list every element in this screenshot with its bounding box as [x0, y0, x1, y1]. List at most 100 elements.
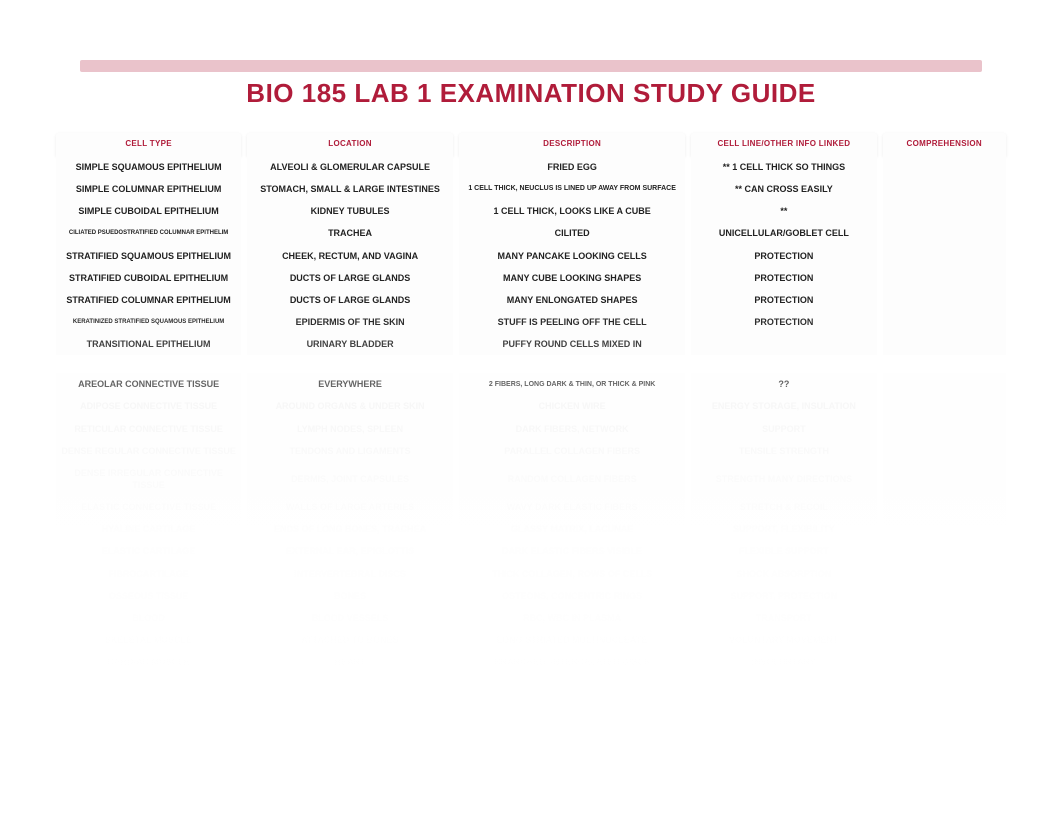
cell: CHICKEN WIRE — [459, 395, 685, 417]
cell — [247, 355, 453, 373]
cell: SPINDLE SHAPED, NO STRIATIONS — [459, 673, 685, 695]
table-row: DENSE REGULAR CONNECTIVE TISSUETENDONS A… — [56, 440, 1006, 462]
cell: STRETCH & RECOIL — [691, 496, 876, 518]
table-row: SIMPLE COLUMNAR EPITHELIUM STOMACH, SMALL… — [56, 178, 1006, 200]
cell: SHOCK ABSORPTION — [691, 563, 876, 585]
cell: 1 CELL THICK, LOOKS LIKE A CUBE — [459, 200, 685, 222]
table-row: FIBROCARTILAGEINTERVERTEBRAL DISCSTHICK … — [56, 563, 1006, 585]
cell: OSTEONS, CONCENTRIC RINGS — [459, 585, 685, 607]
cell: SUPPORT, PROTECTION — [691, 585, 876, 607]
cell: GLASSY MATRIX, LACUNAE — [459, 518, 685, 540]
cell: PARALLEL COLLAGEN FIBERS — [459, 440, 685, 462]
cell — [883, 518, 1007, 540]
cell — [883, 418, 1007, 440]
cell: INTERVERTEBRAL DISCS — [247, 563, 453, 585]
cell — [883, 245, 1007, 267]
cell: FIBROCARTILAGE — [56, 563, 241, 585]
cell — [883, 267, 1007, 289]
cell: NERVOUS TISSUE — [56, 695, 241, 717]
table-row: CARDIAC MUSCLEHEARTBRANCHED, INTERCALATE… — [56, 651, 1006, 673]
cell: SIMPLE CUBOIDAL EPITHELIUM — [56, 200, 241, 222]
cell: STUFF IS PEELING OFF THE CELL — [459, 311, 685, 333]
cell: DARK FIBERS, NETWORK — [459, 418, 685, 440]
cell — [883, 395, 1007, 417]
cell: CILITED — [459, 222, 685, 244]
cell: ADIPOSE CONNECTIVE TISSUE — [56, 395, 241, 417]
th-description: DESCRIPTION — [459, 133, 685, 156]
cell: SKELETAL MUSCLE — [56, 629, 241, 651]
cell: AROUND ORGANS & UNDER SKIN — [247, 395, 453, 417]
cell: PROTECTION — [691, 311, 876, 333]
table-row: SMOOTH MUSCLE WALLS OF HOLLOW ORGANS SPIND… — [56, 673, 1006, 695]
cell: SMOOTH MUSCLE — [56, 673, 241, 695]
table-row: ELASTIC CONNECTIVE TISSUEWALLS OF LARGE … — [56, 496, 1006, 518]
cell: HEART — [247, 651, 453, 673]
cell: ?? — [691, 373, 876, 395]
cell: CONDUCT IMPULSES — [691, 695, 876, 717]
table-row: STRATIFIED CUBOIDAL EPITHELIUM DUCTS OF L… — [56, 267, 1006, 289]
cell — [883, 673, 1007, 695]
cell: RANDOM COLLAGEN FIBERS — [459, 462, 685, 496]
cell: INVOLUNTARY — [691, 673, 876, 695]
cell: TRACHEA — [247, 222, 453, 244]
cell: UNICELLULAR/GOBLET CELL — [691, 222, 876, 244]
table-row: RETICULAR CONNECTIVE TISSUELYMPH NODES, … — [56, 418, 1006, 440]
cell: CHEEK, RECTUM, AND VAGINA — [247, 245, 453, 267]
cell: PROTECTION — [691, 267, 876, 289]
cell: PROTECTION — [691, 289, 876, 311]
cell: DUCTS OF LARGE GLANDS — [247, 289, 453, 311]
cell: FRIED EGG — [459, 156, 685, 178]
study-table: CELL TYPE LOCATION DESCRIPTION CELL LINE… — [50, 133, 1012, 718]
cell: WAVY DARK ELASTIC FIBERS — [459, 496, 685, 518]
cell — [883, 200, 1007, 222]
table-row: HYALINE CARTILAGEENDS OF LONG BONES, TRA… — [56, 518, 1006, 540]
cell: ATTACHED TO BONES — [247, 629, 453, 651]
header-row: CELL TYPE LOCATION DESCRIPTION CELL LINE… — [56, 133, 1006, 156]
cell: CARDIAC MUSCLE — [56, 651, 241, 673]
cell: STRATIFIED COLUMNAR EPITHELIUM — [56, 289, 241, 311]
cell: KERATINIZED STRATIFIED SQUAMOUS EPITHELI… — [56, 311, 241, 333]
table-row: STRATIFIED COLUMNAR EPITHELIUM DUCTS OF L… — [56, 289, 1006, 311]
cell — [56, 355, 241, 373]
cell: MANY CUBE LOOKING SHAPES — [459, 267, 685, 289]
cell: PROTECTION — [691, 245, 876, 267]
cell: OSSEOUS TISSUE — [56, 585, 241, 607]
cell: ELASTIC CONNECTIVE TISSUE — [56, 496, 241, 518]
table-row: AREOLAR CONNECTIVE TISSUEEVERYWHERE2 FIB… — [56, 373, 1006, 395]
cell: 2 FIBERS, LONG DARK & THIN, OR THICK & P… — [459, 373, 685, 395]
table-row: DENSE IRREGULAR CONNECTIVE TISSUEDERMIS,… — [56, 462, 1006, 496]
cell — [883, 629, 1007, 651]
cell: BONES — [247, 585, 453, 607]
cell: STRATIFIED CUBOIDAL EPITHELIUM — [56, 267, 241, 289]
cell — [691, 355, 876, 373]
header-bar — [80, 60, 982, 72]
cell: BLOOD — [56, 607, 241, 629]
cell: LONG STRIATED MULTINUCLEATE — [459, 629, 685, 651]
table-row: TRANSITIONAL EPITHELIUMURINARY BLADDERPU… — [56, 333, 1006, 355]
cell — [883, 373, 1007, 395]
cell: STOMACH, SMALL & LARGE INTESTINES — [247, 178, 453, 200]
cell: SIMPLE COLUMNAR EPITHELIUM — [56, 178, 241, 200]
cell — [883, 289, 1007, 311]
cell: STRATIFIED SQUAMOUS EPITHELIUM — [56, 245, 241, 267]
cell: TRANSITIONAL EPITHELIUM — [56, 333, 241, 355]
cell — [459, 355, 685, 373]
cell: DENSE IRREGULAR CONNECTIVE TISSUE — [56, 462, 241, 496]
cell: ENERGY STORAGE, INSULATION — [691, 395, 876, 417]
cell — [883, 311, 1007, 333]
cell — [883, 222, 1007, 244]
cell: WALLS OF HOLLOW ORGANS — [247, 673, 453, 695]
cell: 1 CELL THICK, NEUCLUS IS LINED UP AWAY F… — [459, 178, 685, 200]
cell: AREOLAR CONNECTIVE TISSUE — [56, 373, 241, 395]
cell: STRENGTH MANY DIRECTIONS — [691, 462, 876, 496]
cell: ** CAN CROSS EASILY — [691, 178, 876, 200]
cell: RBC, WBC IN PLASMA — [459, 607, 685, 629]
cell: INVOLUNTARY — [691, 651, 876, 673]
cell — [883, 563, 1007, 585]
cell: BLOOD VESSELS — [247, 607, 453, 629]
cell: MANY PANCAKE LOOKING CELLS — [459, 245, 685, 267]
table-row: BLOOD BLOOD VESSELS RBC, WBC IN PLASMA TRAN… — [56, 607, 1006, 629]
cell: TRANSPORT — [691, 607, 876, 629]
cell: EXTERNAL EAR, EPIGLOTTIS — [247, 540, 453, 562]
cell: DUCTS OF LARGE GLANDS — [247, 267, 453, 289]
